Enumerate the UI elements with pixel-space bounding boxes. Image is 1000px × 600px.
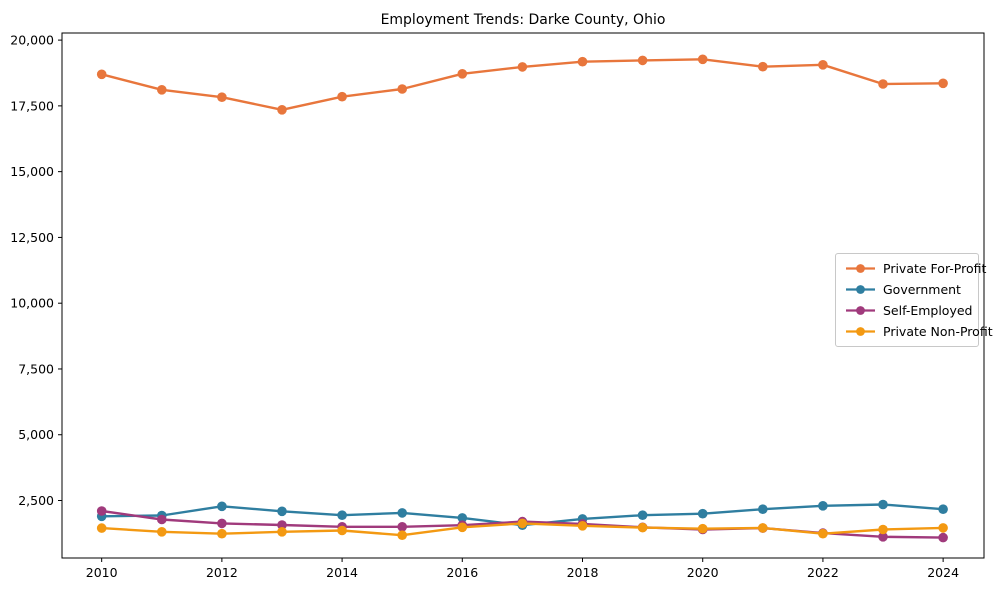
- legend: Private For-Profit Government Self-Employe…: [835, 253, 993, 347]
- data-point-government: [637, 510, 648, 520]
- data-point-self-employed: [878, 532, 888, 542]
- data-point-private-for-profit: [637, 55, 648, 66]
- data-point-self-employed: [938, 532, 948, 543]
- data-point-private-for-profit: [517, 62, 528, 72]
- data-point-private-non-profit: [277, 527, 287, 537]
- data-point-private-for-profit: [577, 56, 588, 67]
- data-point-self-employed: [96, 506, 107, 516]
- data-point-government: [217, 501, 227, 512]
- data-point-private-non-profit: [157, 527, 167, 537]
- data-point-private-non-profit: [878, 524, 888, 535]
- x-tick-label: 2014: [326, 565, 358, 580]
- data-point-private-for-profit: [96, 69, 107, 80]
- data-point-private-for-profit: [758, 61, 768, 72]
- legend-item-private-for-profit: Private For-Profit: [845, 258, 986, 279]
- data-point-government: [938, 504, 948, 514]
- data-point-private-for-profit: [397, 84, 408, 94]
- data-point-government: [277, 506, 287, 517]
- data-point-self-employed: [217, 518, 227, 529]
- data-point-private-for-profit: [938, 78, 948, 89]
- legend-swatch-private-non-profit-icon: [846, 327, 875, 336]
- legend-label: Self-Employed: [883, 303, 973, 318]
- data-point-self-employed: [157, 514, 167, 525]
- data-point-private-for-profit: [157, 85, 167, 95]
- x-tick-label: 2010: [86, 565, 118, 580]
- y-tick-label: 15,000: [10, 164, 54, 179]
- legend-swatch-private-for-profit-icon: [846, 264, 875, 273]
- data-point-private-for-profit: [217, 92, 227, 102]
- data-point-government: [397, 508, 408, 518]
- y-tick-label: 10,000: [10, 296, 54, 311]
- data-point-private-non-profit: [517, 518, 528, 529]
- x-tick-label: 2018: [567, 565, 599, 580]
- y-tick-label: 12,500: [10, 230, 54, 245]
- legend-label: Government: [883, 282, 961, 297]
- data-point-government: [457, 513, 468, 523]
- data-point-government: [697, 508, 708, 519]
- legend-item-government: Government: [845, 279, 972, 300]
- x-tick-label: 2020: [687, 565, 719, 580]
- legend-label: Private For-Profit: [883, 261, 987, 276]
- data-point-self-employed: [277, 520, 287, 530]
- data-point-private-non-profit: [697, 523, 708, 534]
- x-tick-label: 2012: [206, 565, 238, 580]
- plot-border: [61, 32, 985, 559]
- legend-swatch-self-employed-icon: [846, 306, 875, 315]
- legend-item-self-employed: Self-Employed: [845, 300, 972, 321]
- data-point-private-for-profit: [457, 69, 468, 79]
- legend-item-private-non-profit: Private Non-Profit: [845, 321, 993, 342]
- y-tick-label: 2,500: [18, 493, 54, 508]
- data-point-private-non-profit: [758, 523, 768, 533]
- data-point-private-non-profit: [938, 523, 948, 533]
- data-point-private-non-profit: [457, 522, 468, 533]
- data-point-government: [818, 501, 828, 511]
- y-tick-label: 7,500: [18, 361, 54, 376]
- data-point-private-for-profit: [277, 105, 287, 115]
- data-point-private-for-profit: [818, 60, 828, 70]
- y-tick-label: 20,000: [10, 33, 54, 48]
- legend-label: Private Non-Profit: [883, 324, 993, 339]
- legend-swatch-government-icon: [846, 285, 875, 294]
- data-point-private-for-profit: [878, 79, 888, 89]
- data-point-private-non-profit: [397, 530, 408, 540]
- x-tick-label: 2022: [807, 565, 839, 580]
- data-point-private-for-profit: [697, 54, 708, 65]
- data-point-private-for-profit: [337, 91, 347, 102]
- x-tick-label: 2016: [446, 565, 478, 580]
- y-tick-label: 17,500: [10, 98, 54, 113]
- data-point-private-non-profit: [337, 525, 347, 536]
- x-tick-label: 2024: [927, 565, 959, 580]
- data-point-private-non-profit: [818, 528, 828, 539]
- data-point-private-non-profit: [96, 523, 107, 533]
- data-point-private-non-profit: [577, 521, 588, 531]
- chart-title: Employment Trends: Darke County, Ohio: [380, 12, 666, 28]
- data-point-government: [878, 499, 888, 510]
- data-point-private-non-profit: [637, 522, 648, 533]
- data-point-government: [337, 510, 347, 520]
- data-point-private-non-profit: [217, 528, 227, 539]
- data-point-government: [758, 504, 768, 514]
- data-point-self-employed: [397, 522, 408, 532]
- y-tick-label: 5,000: [18, 427, 54, 442]
